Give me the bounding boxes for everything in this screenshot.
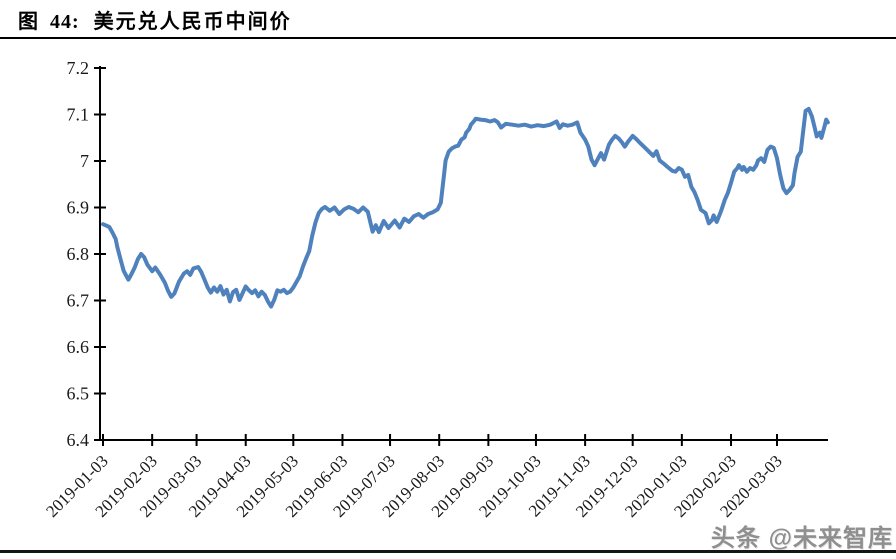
figure-title: 美元兑人民币中间价 <box>93 11 292 33</box>
figure-caption: 图 44: 美元兑人民币中间价 <box>18 5 292 35</box>
figure-label: 图 <box>18 11 38 33</box>
y-tick-label: 7.2 <box>67 58 90 78</box>
y-tick-label: 7 <box>80 151 89 171</box>
y-tick-label: 6.4 <box>67 430 90 450</box>
y-tick-label: 6.9 <box>67 198 90 218</box>
data-line-usdcny <box>101 106 830 309</box>
figure-number: 44: <box>50 11 80 33</box>
title-underline-rule <box>0 37 896 39</box>
y-tick-label: 6.7 <box>67 291 90 311</box>
watermark: 头条 @未来智库 <box>710 525 893 552</box>
bottom-divider-rule <box>0 550 896 553</box>
y-tick-label: 6.5 <box>67 384 90 404</box>
y-tick-label: 6.8 <box>67 244 90 264</box>
y-tick-label: 6.6 <box>67 337 90 357</box>
y-tick-label: 7.1 <box>67 105 90 125</box>
